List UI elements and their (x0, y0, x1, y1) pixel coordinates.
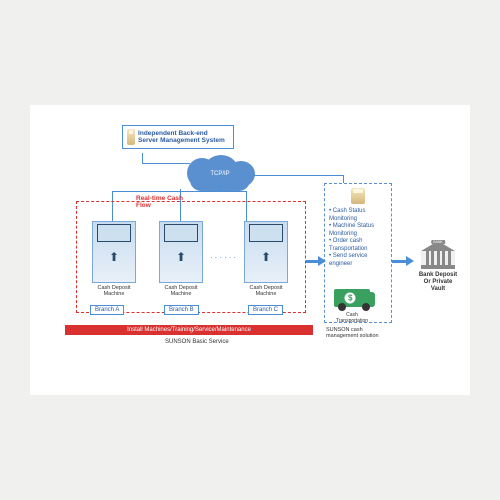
bank-icon: BANK Bank Deposit Or Private Vault (418, 241, 458, 293)
bank-sign: BANK (431, 240, 445, 244)
server-icon (127, 129, 135, 145)
machine-caption: Cash Deposit Machine (155, 285, 207, 297)
up-arrow-icon: ⬆ (176, 250, 186, 264)
cash-deposit-machine-c: ⬆ Cash Deposit Machine (240, 221, 292, 297)
solution-caption: SUNSON cash management solution (326, 327, 386, 339)
connector (220, 185, 221, 191)
branch-c-label: Branch C (248, 305, 283, 315)
list-item: Order cash Transportation (329, 238, 387, 253)
up-arrow-icon: ⬆ (109, 250, 119, 264)
cash-deposit-machine-b: ⬆ Cash Deposit Machine (155, 221, 207, 297)
list-item: Send service engineer (329, 253, 387, 268)
connector (343, 175, 344, 183)
machine-caption: Cash Deposit Machine (88, 285, 140, 297)
dollar-icon: $ (345, 293, 356, 304)
cash-deposit-machine-a: ⬆ Cash Deposit Machine (88, 221, 140, 297)
server-label: Independent Back-end Server Management S… (138, 130, 229, 144)
realtime-cash-flow-label: Real-time Cash Flow (136, 195, 196, 209)
arrow-head-icon (318, 256, 326, 266)
truck-caption: Cash Transportation (332, 313, 372, 324)
ellipsis-icon: ······ (210, 253, 238, 262)
diagram-canvas: Independent Back-end Server Management S… (30, 105, 470, 395)
list-item: Machine Status Monitoring (329, 223, 387, 238)
up-arrow-icon: ⬆ (261, 250, 271, 264)
connector (142, 163, 190, 164)
branch-a-label: Branch A (90, 305, 124, 315)
basic-service-label: SUNSON Basic Service (165, 339, 229, 345)
bank-caption: Bank Deposit Or Private Vault (418, 272, 458, 293)
connector (142, 153, 143, 163)
server-management-box: Independent Back-end Server Management S… (122, 125, 234, 149)
connector (254, 175, 344, 176)
arrow-head-icon (406, 256, 414, 266)
solution-list: Cash Status Monitoring Machine Status Mo… (329, 208, 387, 268)
branch-b-label: Branch B (164, 305, 199, 315)
list-item: Cash Status Monitoring (329, 208, 387, 223)
server-icon (351, 188, 365, 204)
machine-caption: Cash Deposit Machine (240, 285, 292, 297)
cash-transportation-truck: $ Cash Transportation (332, 289, 372, 324)
install-bar: Install Machines/Training/Service/Mainte… (65, 325, 313, 335)
cloud-label: TCP/IP (210, 171, 229, 177)
